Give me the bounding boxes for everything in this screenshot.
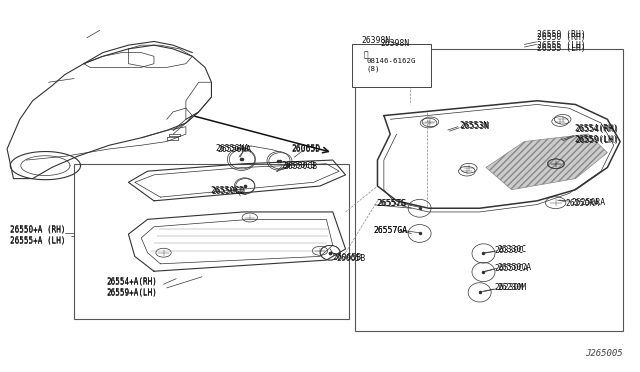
Text: 26556NA: 26556NA: [216, 144, 250, 153]
Text: 26550CD: 26550CD: [211, 187, 246, 196]
Text: 26398N: 26398N: [381, 39, 410, 48]
Text: 26065B: 26065B: [336, 254, 365, 263]
Text: 26554(RH)
26559(LH): 26554(RH) 26559(LH): [575, 125, 620, 145]
Text: 26330C: 26330C: [497, 245, 527, 254]
Text: 26557G: 26557G: [378, 199, 407, 208]
Text: 26330C: 26330C: [494, 246, 524, 255]
Text: 26557GA: 26557GA: [373, 225, 407, 235]
Text: 26550CD: 26550CD: [210, 186, 244, 195]
Text: 26250RA: 26250RA: [571, 198, 605, 207]
Text: 26553N: 26553N: [461, 122, 490, 131]
Text: 26230M: 26230M: [497, 283, 527, 292]
Text: 08146-6162G
(8): 08146-6162G (8): [367, 58, 416, 72]
Text: 26065B: 26065B: [333, 253, 362, 262]
Polygon shape: [486, 134, 607, 190]
Text: 26250RA: 26250RA: [566, 199, 600, 208]
Text: 26550CB: 26550CB: [284, 162, 317, 171]
Text: 26065D: 26065D: [291, 145, 321, 154]
Text: 26553N: 26553N: [460, 121, 488, 130]
Text: 26065D: 26065D: [291, 144, 321, 153]
Text: 26550 (RH)
26555 (LH): 26550 (RH) 26555 (LH): [537, 30, 586, 50]
Text: 26550+A (RH)
26555+A (LH): 26550+A (RH) 26555+A (LH): [10, 225, 66, 245]
Text: 26550 (RH)
26555 (LH): 26550 (RH) 26555 (LH): [537, 32, 586, 52]
Text: 26550CA: 26550CA: [494, 264, 529, 273]
Text: 26550CB: 26550CB: [282, 161, 316, 170]
Text: 26557GA: 26557GA: [373, 226, 407, 235]
Text: 26398N: 26398N: [362, 36, 391, 45]
Text: 26230M: 26230M: [494, 283, 524, 292]
Text: 26556NA: 26556NA: [218, 145, 252, 154]
Text: 26554(RH)
26559(LH): 26554(RH) 26559(LH): [574, 124, 618, 144]
Text: J265005: J265005: [585, 349, 623, 358]
Text: Ⓑ: Ⓑ: [364, 51, 369, 60]
Text: 26554+A(RH)
26559+A(LH): 26554+A(RH) 26559+A(LH): [106, 277, 157, 297]
Text: 26550+A (RH)
26555+A (LH): 26550+A (RH) 26555+A (LH): [10, 226, 66, 246]
Text: 26550CA: 26550CA: [497, 263, 532, 272]
Text: 26554+A(RH)
26559+A(LH): 26554+A(RH) 26559+A(LH): [106, 278, 157, 298]
Text: 26557G: 26557G: [376, 199, 406, 208]
